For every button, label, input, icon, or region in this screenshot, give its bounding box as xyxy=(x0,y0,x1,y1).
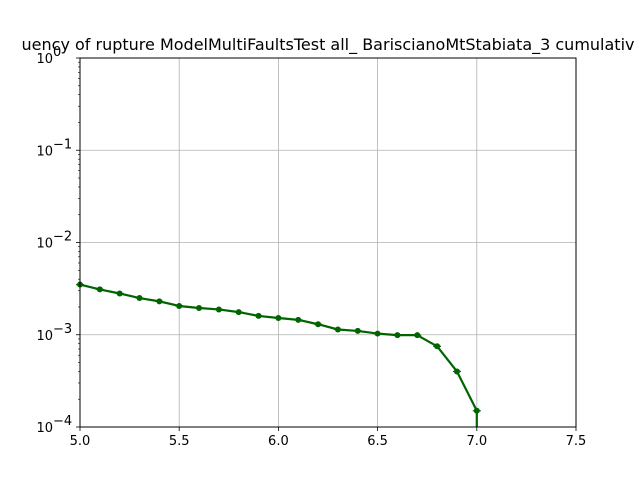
y-tick-label: 10 xyxy=(36,421,53,436)
y-tick-exponent: −2 xyxy=(53,230,72,245)
x-tick-label: 5.0 xyxy=(70,434,91,449)
series-layer xyxy=(76,281,481,427)
series-line xyxy=(79,283,478,427)
y-tick-label: 10 xyxy=(36,52,53,67)
y-tick-label: 10 xyxy=(36,329,53,344)
x-tick-label: 7.5 xyxy=(566,434,587,449)
y-tick-base: 10 xyxy=(36,52,53,67)
x-tick-label: 6.5 xyxy=(367,434,388,449)
chart-title: uency of rupture ModelMultiFaultsTest al… xyxy=(22,35,635,55)
y-tick-label: 10 xyxy=(36,237,53,252)
grid xyxy=(79,57,577,428)
y-tick-base: 10 xyxy=(36,329,53,344)
x-tick-label: 5.5 xyxy=(169,434,190,449)
y-tick-base: 10 xyxy=(36,237,53,252)
y-tick-exponent: 0 xyxy=(53,45,61,60)
y-tick-base: 10 xyxy=(36,421,53,436)
y-tick-exponent: −3 xyxy=(53,322,72,337)
x-tick-label: 7.0 xyxy=(466,434,487,449)
x-axis: 5.0 5.5 6.0 6.5 7.0 7.5 xyxy=(70,427,587,449)
y-tick-label: 10 xyxy=(36,144,53,159)
y-tick-base: 10 xyxy=(36,144,53,159)
y-tick-exponent: −4 xyxy=(53,414,72,429)
x-tick-label: 6.0 xyxy=(268,434,289,449)
y-tick-exponent: −1 xyxy=(53,137,72,152)
